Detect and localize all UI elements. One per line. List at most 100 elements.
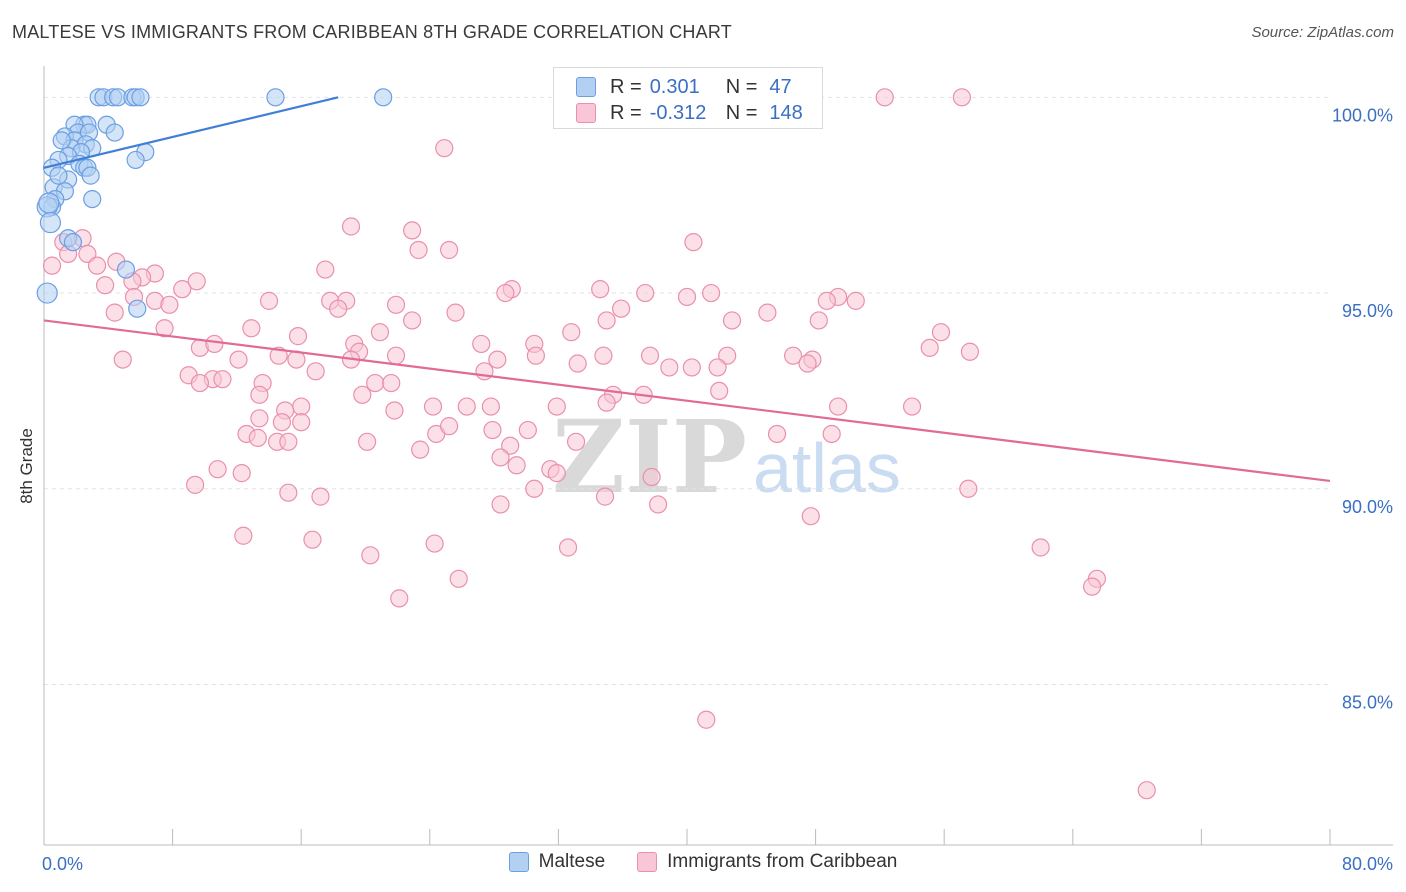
caribbean-point-143 [1082,577,1102,596]
caribbean-point-94 [457,397,476,416]
caribbean-point-16 [316,260,335,279]
caribbean-point-47 [242,319,261,338]
x-tick-labels: 0.0% 80.0% [42,854,1393,874]
caribbean-point-141 [1031,538,1050,557]
caribbean-point-58 [920,338,939,357]
caribbean-point-23 [591,280,610,299]
caribbean-point-86 [382,373,401,393]
caribbean-point-83 [213,370,232,389]
caribbean-point-70 [113,350,132,369]
caribbean-point-104 [250,409,269,428]
caribbean-point-108 [483,420,502,440]
caribbean-point-31 [259,291,279,310]
maltese-point-6 [131,88,150,107]
caribbean-point-37 [386,295,406,314]
caribbean-point-51 [931,323,951,342]
caribbean-point-5 [684,233,703,252]
caribbean-point-0 [875,88,894,107]
maltese-point-41 [128,299,147,318]
caribbean-point-45 [597,311,616,330]
caribbean-point-128 [525,479,544,498]
caribbean-point-110 [518,420,537,440]
caribbean-point-97 [292,397,311,416]
caribbean-point-137 [303,530,322,549]
y-axis-title: 8th Grade [17,428,36,504]
caribbean-point-131 [279,483,298,502]
caribbean-point-20 [95,276,115,295]
caribbean-point-135 [595,487,615,506]
caribbean-point-93 [597,393,616,412]
caribbean-point-79 [475,362,494,381]
caribbean-points [42,88,1156,800]
caribbean-point-99 [829,397,848,416]
maltese-point-46 [39,211,62,234]
caribbean-point-46 [403,311,422,330]
caribbean-point-114 [767,424,787,444]
n-label: N = [725,75,758,98]
caribbean-point-65 [640,346,660,365]
caribbean-point-129 [491,495,510,514]
caribbean-point-145 [390,589,409,608]
legend-item-caribbean[interactable]: Immigrants from Caribbean [637,851,897,873]
caribbean-point-59 [960,342,980,361]
source-credit: Source: ZipAtlas.com [1251,24,1394,41]
maltese-point-8 [374,88,393,107]
caribbean-point-24 [496,283,515,303]
caribbean-point-80 [306,362,325,381]
caribbean-point-118 [501,436,520,455]
caribbean-point-107 [439,417,459,436]
caribbean-point-41 [446,303,465,322]
maltese-point-45 [49,166,68,185]
caribbean-point-140 [361,546,380,565]
caribbean-point-132 [648,495,668,514]
caribbean-point-144 [449,569,468,588]
caribbean-legend-swatch [637,852,658,872]
caribbean-point-43 [722,311,742,330]
maltese-points [36,88,393,318]
caribbean-point-62 [269,346,288,365]
caribbean-point-125 [642,467,661,487]
caribbean-point-130 [311,487,330,506]
caribbean-point-147 [1137,781,1156,800]
caribbean-point-116 [358,432,377,451]
trend-lines [43,96,1331,483]
caribbean-point-2 [435,139,454,158]
caribbean-point-111 [248,428,267,447]
legend-row-maltese: R = 0.301 N = 47 [576,75,792,99]
caribbean-point-19 [187,272,206,291]
caribbean-trend-line [43,319,1331,483]
x-tick-label-0: 0.0% [42,854,83,874]
caribbean-point-42 [758,303,777,322]
maltese-point-44 [52,131,71,150]
caribbean-point-13 [87,256,107,275]
y-tick-labels: 100.0% 95.0% 90.0% 85.0% [1332,105,1393,712]
caribbean-point-9 [439,240,459,260]
caribbean-point-39 [329,299,348,318]
caribbean-point-119 [411,440,430,459]
correlation-legend: R = 0.301 N = 47 R = -0.312 N = 148 [553,67,823,129]
caribbean-point-49 [155,319,174,338]
caribbean-point-127 [186,475,205,494]
maltese-point-7 [266,88,285,107]
caribbean-point-25 [702,283,721,303]
maltese-point-39 [63,233,83,252]
caribbean-point-91 [250,385,269,404]
caribbean-point-27 [677,287,697,307]
caribbean-point-117 [279,432,298,451]
caribbean-point-69 [229,350,248,369]
maltese-point-34 [83,189,102,209]
caribbean-point-124 [208,460,227,479]
caribbean-point-146 [697,710,716,729]
caribbean-point-120 [491,448,510,467]
caribbean-point-34 [817,291,836,310]
caribbean-point-105 [272,413,292,432]
caribbean-point-92 [353,385,372,404]
x-tick-label-1: 80.0% [1342,854,1393,874]
caribbean-point-14 [42,256,62,275]
y-tick-label-1: 95.0% [1342,301,1393,321]
caribbean-point-134 [959,479,978,498]
legend-item-maltese[interactable]: Maltese [508,851,605,873]
series-legend: Maltese Immigrants from Caribbean [0,851,1406,873]
caribbean-point-136 [234,526,253,545]
